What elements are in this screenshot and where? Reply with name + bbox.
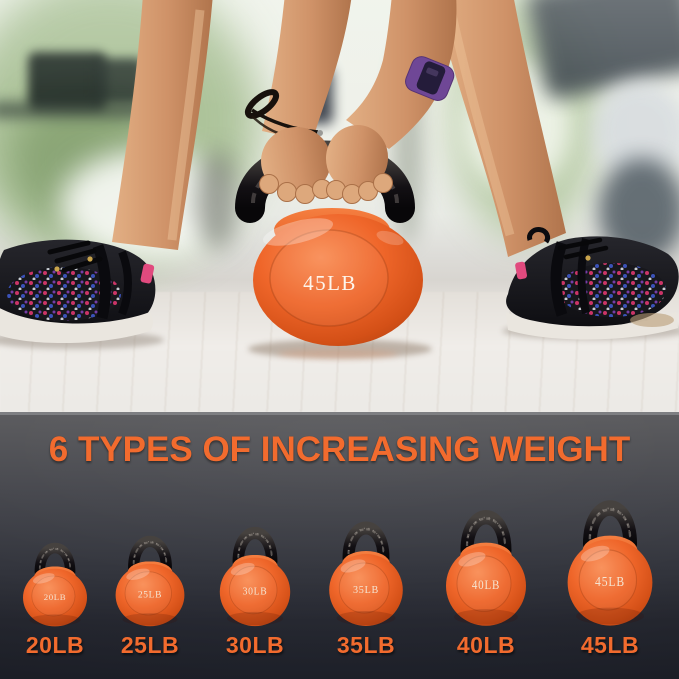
bell-weight-label: 40LB [472, 579, 500, 593]
bell-sheen [340, 559, 366, 573]
left-sneaker [0, 239, 156, 343]
gold-eyelet [585, 255, 591, 261]
bell-sheen [32, 573, 55, 584]
kettlebell-graphic: 40LB [446, 510, 526, 626]
bell-bottom-shade [29, 614, 81, 626]
bell-reflection [278, 349, 398, 359]
desk-blur [0, 102, 150, 118]
bell-body [253, 214, 423, 346]
bell-body [23, 568, 87, 627]
bench-blur [196, 150, 238, 250]
white-sole [0, 308, 153, 343]
kettlebell-caption: 40LB [456, 632, 516, 658]
kettlebell-graphic: 20LB [23, 542, 87, 627]
bell-face [124, 571, 172, 616]
left-fist [259, 126, 332, 204]
kettlebell-figure: 45LB 45LB [557, 484, 663, 659]
kettlebell-caption: 35LB [336, 632, 396, 658]
bell-weight-label: 30LB [243, 586, 268, 597]
bell-weight-label: 45LB [595, 574, 625, 589]
photo-bell-label: 45LB [303, 271, 357, 295]
hero-scene: 45LB [0, 0, 679, 359]
kettlebell-figure: 35LB 35LB [320, 508, 412, 659]
size-panel: 6 TYPES OF INCREASING WEIGHT 20LB 20LB [0, 412, 679, 679]
kettlebell-caption: 30LB [225, 632, 285, 658]
kettlebell-figure: 30LB 30LB [211, 514, 299, 659]
kettlebell-row: 20LB 20LB 25LB 25LB [0, 415, 679, 679]
kettlebell-caption: 20LB [25, 632, 85, 658]
bell-body [329, 554, 403, 626]
bell-bottom-shade [226, 611, 284, 626]
bell-bottom-shade [454, 609, 518, 625]
kettlebell-graphic: 45LB [567, 500, 653, 626]
laces [557, 237, 609, 260]
knit-toe [558, 263, 666, 317]
bell-sheen [580, 545, 610, 562]
bell-weight-label: 35LB [353, 585, 379, 596]
kettlebell-graphic: 25LB [115, 535, 185, 627]
pink-heel-tab [140, 263, 155, 284]
bell-body [567, 539, 653, 626]
kettlebell-caption: 45LB [580, 632, 640, 658]
bell-bottom-shade [576, 607, 644, 625]
bell-body [219, 557, 291, 627]
panel-title: 6 TYPES OF INCREASING WEIGHT [48, 430, 631, 469]
bell-face [31, 575, 76, 617]
kettlebell-graphic: 35LB [329, 521, 403, 626]
sole-dirt [630, 313, 674, 327]
bell-face [578, 549, 638, 611]
bell-sheen [230, 562, 255, 576]
laces [47, 240, 103, 273]
kettlebell-figure: 25LB 25LB [107, 524, 193, 659]
right-leg [433, 0, 566, 257]
kettlebell-caption: 25LB [120, 632, 180, 658]
knit-toe [7, 267, 121, 321]
bell-face [456, 555, 512, 612]
bell-weight-label: 20LB [44, 592, 67, 602]
bell-sheen [262, 218, 334, 246]
white-sole [506, 312, 678, 340]
bell-sheen [126, 568, 150, 580]
hero-photo: 45LB [0, 0, 679, 412]
bell-bottom-shade [336, 611, 396, 625]
kettlebell-figure: 40LB 40LB [436, 495, 536, 659]
left-leg [112, 0, 213, 250]
left-arm [262, 0, 352, 142]
bell-body [115, 563, 185, 627]
bell-body [446, 545, 526, 626]
bell-face [338, 562, 390, 614]
monitor-blur-1 [28, 52, 106, 110]
bell-bottom-shade [122, 613, 178, 626]
fitness-watch [405, 56, 455, 101]
gold-eyelet [87, 256, 93, 262]
heel-loop [527, 227, 551, 244]
bell-face [269, 229, 389, 327]
right-fist [325, 125, 393, 204]
bell-weight-label: 25LB [138, 591, 162, 601]
kettlebell-figure: 20LB 20LB [15, 532, 95, 659]
kettlebell-graphic: 30LB [219, 527, 291, 627]
gold-eyelet [54, 266, 60, 272]
pink-heel-tab [515, 261, 528, 280]
bell-face [229, 565, 278, 615]
bell-sheen [458, 552, 486, 567]
bell-sheen-2 [376, 230, 404, 246]
right-sneaker [506, 227, 679, 340]
right-arm [346, 0, 457, 149]
